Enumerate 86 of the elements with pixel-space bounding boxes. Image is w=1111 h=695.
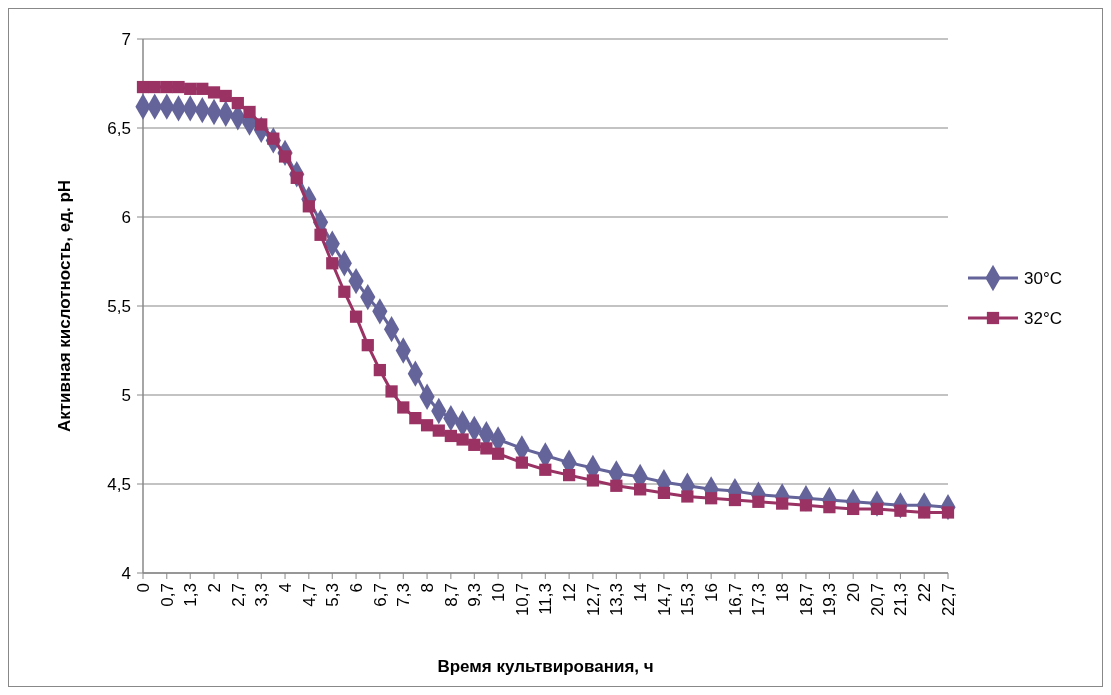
x-tick-label: 16,7 xyxy=(725,583,745,617)
x-tick-label: 14 xyxy=(631,583,651,602)
x-tick-label: 20,7 xyxy=(867,583,887,617)
point xyxy=(586,474,600,487)
point xyxy=(361,339,374,352)
point xyxy=(634,483,647,496)
x-tick-label: 8,7 xyxy=(441,583,461,607)
x-tick-label: 3,3 xyxy=(252,583,272,607)
point xyxy=(338,285,351,298)
point xyxy=(539,463,552,476)
x-tick-label: 2 xyxy=(204,583,224,593)
y-tick-label: 4,5 xyxy=(107,474,131,494)
point xyxy=(184,82,197,95)
x-tick-label: 11,3 xyxy=(536,583,556,615)
point xyxy=(385,385,398,398)
point xyxy=(196,82,209,95)
point xyxy=(456,433,469,446)
x-tick-label: 1,3 xyxy=(181,583,201,607)
y-tick-label: 7 xyxy=(121,29,131,49)
point xyxy=(847,502,860,516)
point xyxy=(420,419,434,432)
point xyxy=(172,80,185,94)
x-tick-label: 7,3 xyxy=(394,583,414,607)
x-tick-label: 12,7 xyxy=(583,583,603,617)
x-tick-label: 0,7 xyxy=(157,583,177,607)
x-tick-label: 10 xyxy=(489,583,509,602)
x-tick-label: 8 xyxy=(418,583,438,593)
point xyxy=(326,257,339,270)
point xyxy=(397,401,410,414)
x-tick-label: 17,3 xyxy=(749,583,769,617)
point xyxy=(515,456,529,469)
point xyxy=(823,501,836,514)
point xyxy=(705,492,718,505)
point xyxy=(918,506,931,519)
point xyxy=(373,363,386,377)
x-tick-label: 4 xyxy=(275,583,295,593)
y-tick-label: 6,5 xyxy=(107,118,131,138)
point xyxy=(409,412,422,425)
x-tick-label: 16 xyxy=(702,583,722,602)
y-tick-label: 6 xyxy=(121,207,131,227)
x-tick-label: 0 xyxy=(133,583,153,593)
x-tick-label: 5,3 xyxy=(323,583,343,607)
point xyxy=(444,429,457,443)
point xyxy=(610,479,623,492)
point xyxy=(136,80,150,94)
point xyxy=(657,486,671,500)
x-tick-label: 10,7 xyxy=(512,583,532,617)
point xyxy=(432,424,445,437)
point xyxy=(349,310,363,323)
point xyxy=(468,438,481,451)
x-tick-label: 4,7 xyxy=(299,583,319,607)
x-tick-label: 6,7 xyxy=(370,583,390,607)
point xyxy=(752,495,765,508)
y-axis-title: Активная кислотность, ед. pH xyxy=(55,179,74,433)
point xyxy=(728,493,742,507)
point xyxy=(776,497,789,510)
point xyxy=(562,468,576,482)
x-tick-label: 6 xyxy=(347,583,367,593)
legend-label: 32°C xyxy=(1024,308,1062,328)
point xyxy=(148,80,161,94)
x-tick-label: 22,7 xyxy=(938,583,958,617)
x-tick-label: 13,3 xyxy=(607,583,627,617)
point xyxy=(302,200,315,213)
x-tick-label: 22 xyxy=(915,583,935,602)
y-tick-label: 5,5 xyxy=(107,296,131,316)
x-tick-label: 12 xyxy=(560,583,580,602)
point xyxy=(207,86,221,99)
x-axis-title: Время культвирования, ч xyxy=(437,657,654,676)
x-tick-label: 20 xyxy=(844,583,864,602)
point xyxy=(231,96,244,110)
x-tick-label: 21,3 xyxy=(891,583,911,617)
x-tick-label: 9,3 xyxy=(465,583,485,607)
x-tick-label: 14,7 xyxy=(654,583,674,617)
legend-label: 30°C xyxy=(1024,268,1062,288)
point xyxy=(491,447,505,460)
point xyxy=(219,89,232,103)
point xyxy=(243,105,256,119)
x-tick-label: 18,7 xyxy=(796,583,816,617)
point xyxy=(480,442,493,455)
x-tick-label: 15,3 xyxy=(678,583,698,617)
point xyxy=(314,228,327,241)
point xyxy=(681,490,694,503)
x-tick-label: 19,3 xyxy=(820,583,840,617)
y-tick-label: 5 xyxy=(121,385,131,405)
x-tick-label: 18 xyxy=(773,583,793,602)
x-tick-label: 2,7 xyxy=(228,583,248,607)
